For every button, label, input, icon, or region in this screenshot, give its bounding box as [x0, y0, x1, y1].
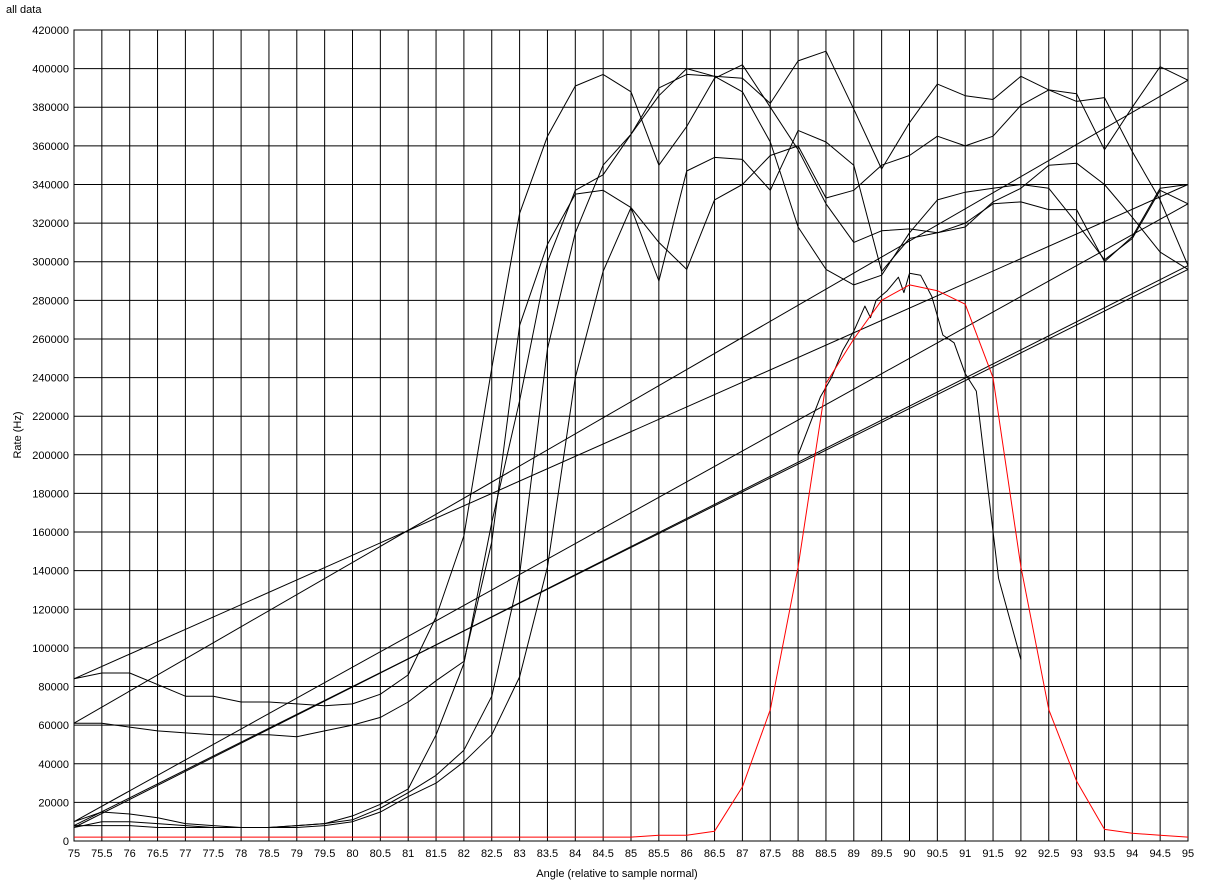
y-tick-label: 280000 — [32, 295, 69, 307]
y-axis-title: Rate (Hz) — [12, 411, 24, 458]
y-tick-label: 260000 — [32, 334, 69, 346]
x-tick-label: 88.5 — [815, 848, 836, 860]
x-tick-label: 75 — [68, 848, 80, 860]
x-tick-label: 88 — [792, 848, 804, 860]
x-tick-label: 90.5 — [927, 848, 948, 860]
x-tick-label: 82.5 — [481, 848, 502, 860]
x-tick-label: 75.5 — [91, 848, 112, 860]
x-tick-label: 91.5 — [982, 848, 1003, 860]
y-tick-label: 200000 — [32, 450, 69, 462]
x-tick-label: 77.5 — [203, 848, 224, 860]
series-line-5 — [73, 129, 1189, 828]
x-tick-label: 78 — [235, 848, 247, 860]
x-tick-label: 80 — [346, 848, 358, 860]
y-tick-label: 360000 — [32, 141, 69, 153]
y-tick-label: 220000 — [32, 411, 69, 423]
y-tick-label: 60000 — [38, 720, 69, 732]
x-tick-label: 77 — [179, 848, 191, 860]
y-tick-label: 240000 — [32, 373, 69, 385]
x-tick-label: 92 — [1015, 848, 1027, 860]
x-tick-label: 89.5 — [871, 848, 892, 860]
x-tick-label: 94.5 — [1149, 848, 1170, 860]
x-tick-label: 83 — [513, 848, 525, 860]
y-tick-label: 120000 — [32, 604, 69, 616]
y-tick-label: 340000 — [32, 179, 69, 191]
x-tick-label: 93 — [1070, 848, 1082, 860]
y-tick-label: 400000 — [32, 64, 69, 76]
x-tick-label: 84 — [569, 848, 581, 860]
chart-title: all data — [6, 4, 42, 16]
x-tick-label: 84.5 — [592, 848, 613, 860]
x-tick-label: 79 — [291, 848, 303, 860]
series-line-2 — [73, 66, 1189, 738]
x-tick-label: 92.5 — [1038, 848, 1059, 860]
x-tick-label: 90 — [903, 848, 915, 860]
x-tick-label: 86 — [681, 848, 693, 860]
y-tick-label: 100000 — [32, 643, 69, 655]
x-tick-label: 85 — [625, 848, 637, 860]
x-tick-label: 94 — [1126, 848, 1138, 860]
series-line-1 — [73, 64, 1189, 707]
y-tick-label: 0 — [63, 836, 69, 848]
x-tick-label: 76.5 — [147, 848, 168, 860]
x-axis-tick-labels: 75 75.5 76 76.5 77 77.5 78 78.5 79 79.5 80 80.5 81 81… — [68, 848, 1194, 860]
x-tick-label: 86.5 — [704, 848, 725, 860]
y-tick-label: 140000 — [32, 566, 69, 578]
y-tick-label: 320000 — [32, 218, 69, 230]
x-tick-label: 81 — [402, 848, 414, 860]
series-group — [73, 50, 1189, 838]
y-tick-label: 160000 — [32, 527, 69, 539]
x-tick-label: 80.5 — [370, 848, 391, 860]
y-tick-label: 300000 — [32, 257, 69, 269]
x-tick-label: 76 — [124, 848, 136, 860]
y-axis-tick-labels: 0 20000 40000 60000 80000 100000 120000 140000 1… — [32, 25, 69, 848]
x-tick-label: 82 — [458, 848, 470, 860]
x-tick-label: 83.5 — [537, 848, 558, 860]
y-tick-label: 380000 — [32, 102, 69, 114]
x-tick-label: 91 — [959, 848, 971, 860]
y-tick-label: 20000 — [38, 797, 69, 809]
x-tick-label: 85.5 — [648, 848, 669, 860]
series-line-7 — [74, 284, 1189, 838]
x-tick-label: 79.5 — [314, 848, 335, 860]
x-tick-label: 81.5 — [425, 848, 446, 860]
x-tick-label: 87 — [736, 848, 748, 860]
x-axis-title: Angle (relative to sample normal) — [536, 868, 697, 880]
y-tick-label: 40000 — [38, 759, 69, 771]
x-tick-label: 78.5 — [258, 848, 279, 860]
x-tick-label: 87.5 — [760, 848, 781, 860]
x-tick-label: 89 — [848, 848, 860, 860]
x-tick-label: 95 — [1182, 848, 1194, 860]
y-tick-label: 180000 — [32, 488, 69, 500]
y-tick-label: 80000 — [38, 682, 69, 694]
x-tick-label: 93.5 — [1094, 848, 1115, 860]
y-tick-label: 420000 — [32, 25, 69, 37]
grid-lines — [73, 29, 1189, 842]
